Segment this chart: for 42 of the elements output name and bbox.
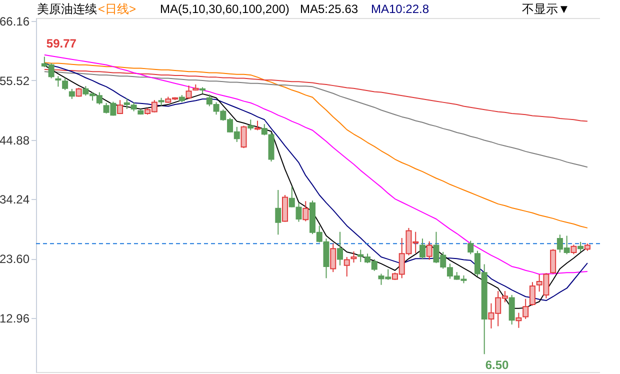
candlestick bbox=[275, 189, 282, 236]
candlestick bbox=[296, 202, 302, 222]
candlestick bbox=[302, 200, 309, 222]
candlestick bbox=[508, 294, 515, 326]
y-tick-label: 34.24 bbox=[0, 192, 30, 207]
candlestick bbox=[344, 256, 350, 278]
candlestick bbox=[350, 250, 357, 264]
candlestick bbox=[240, 125, 247, 149]
candlestick bbox=[550, 248, 556, 274]
candlestick bbox=[522, 298, 529, 320]
annotation: 6.50 bbox=[485, 358, 510, 372]
candlestick bbox=[516, 312, 522, 328]
text: MA10:22.8 bbox=[371, 2, 430, 16]
candlestick bbox=[117, 100, 124, 115]
candlestick bbox=[578, 241, 584, 252]
candlestick bbox=[330, 243, 336, 273]
text: MA(5,10,30,60,100,200) bbox=[160, 2, 290, 16]
y-tick-label: 23.60 bbox=[0, 252, 30, 266]
y-tick-label: 44.88 bbox=[0, 133, 30, 148]
text: 不显示▼ bbox=[522, 2, 570, 16]
candlestick bbox=[248, 119, 254, 131]
candlestick bbox=[62, 77, 68, 91]
annotation: 59.77 bbox=[46, 36, 77, 51]
chart-subtitle: <日线> bbox=[98, 2, 136, 16]
candlestick bbox=[68, 88, 75, 100]
candlestick bbox=[529, 282, 536, 306]
candlestick bbox=[419, 238, 426, 260]
candlestick bbox=[55, 76, 62, 88]
candlestick bbox=[468, 240, 474, 255]
candlestick bbox=[288, 186, 295, 208]
y-tick-label: 66.16 bbox=[0, 14, 30, 29]
y-tick-label: 12.96 bbox=[0, 312, 30, 326]
candlestick bbox=[336, 231, 343, 266]
y-tick-label: 55.52 bbox=[0, 74, 30, 88]
candlestick bbox=[570, 244, 577, 255]
line-series bbox=[44, 68, 588, 122]
text: MA5:25.63 bbox=[300, 2, 358, 16]
line-series bbox=[44, 71, 588, 168]
candlestick bbox=[186, 85, 192, 100]
chart-title: 美原油连续 bbox=[37, 2, 97, 16]
candlestick bbox=[426, 240, 432, 260]
candlestick bbox=[254, 120, 261, 131]
